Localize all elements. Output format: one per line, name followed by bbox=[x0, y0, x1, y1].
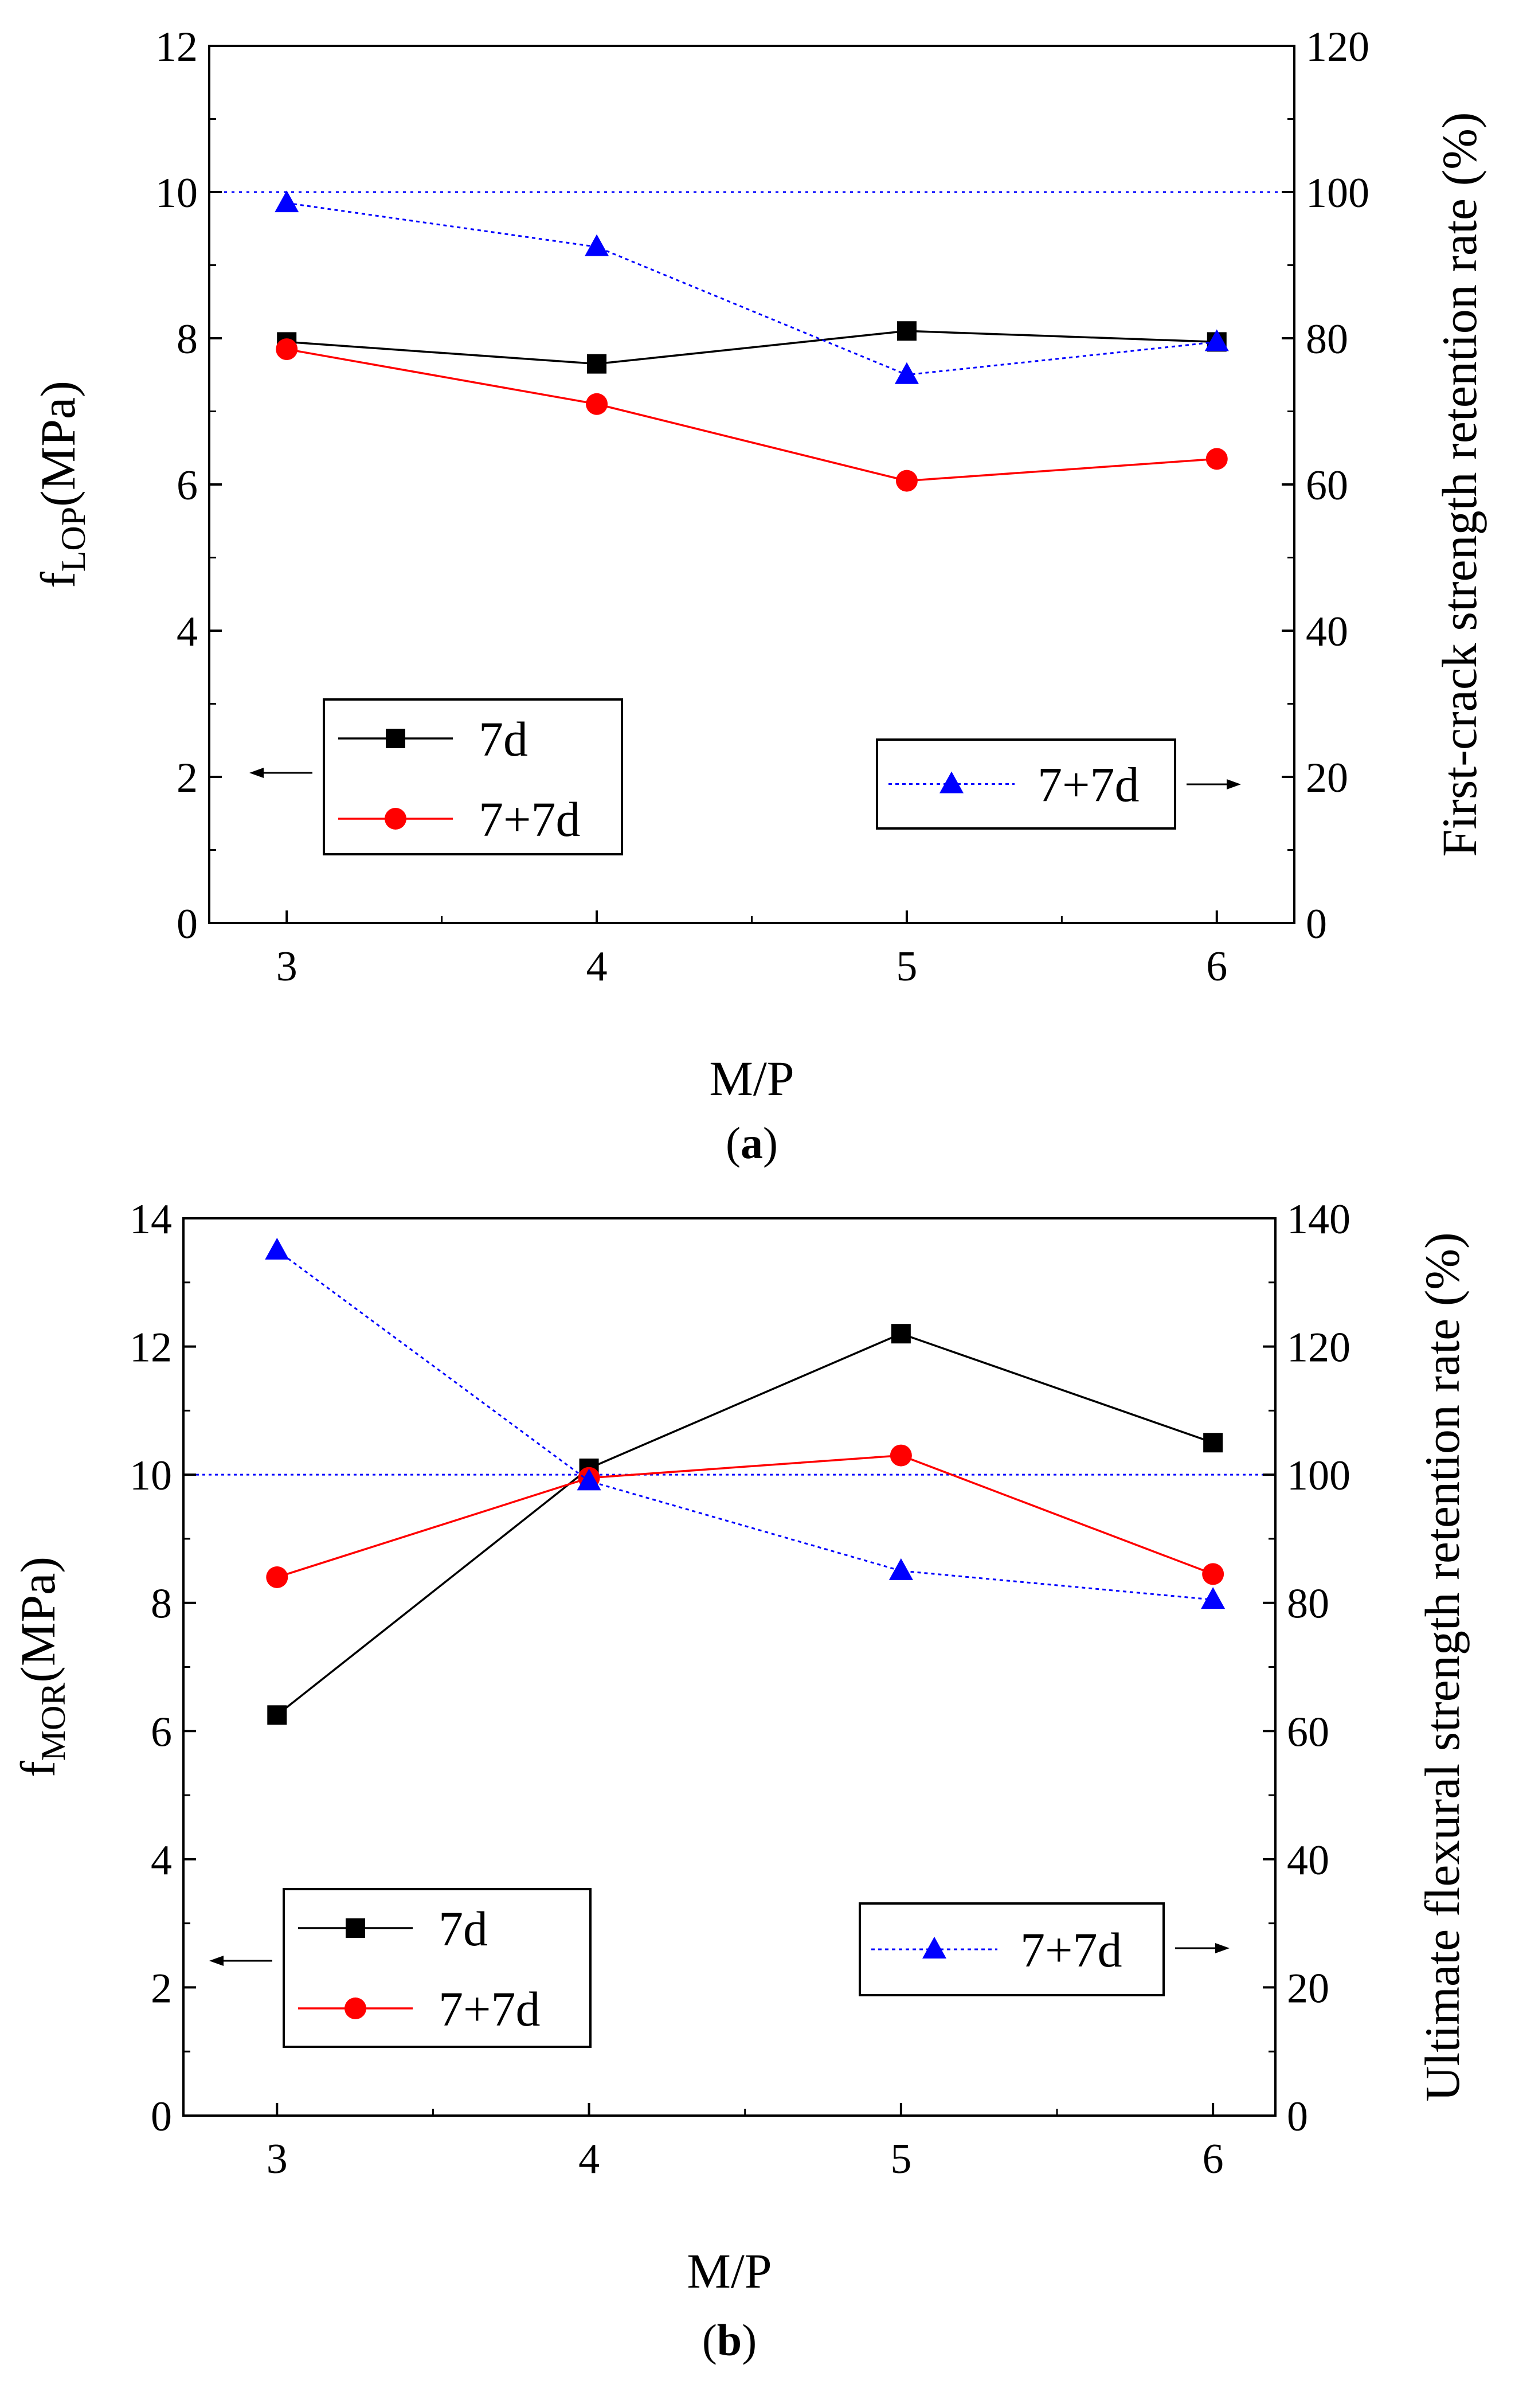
legend-label: 7d bbox=[439, 1901, 488, 1956]
x-tick-label: 3 bbox=[276, 943, 297, 990]
y-left-tick-label: 4 bbox=[151, 1837, 172, 1884]
y-right-tick-label: 80 bbox=[1287, 1581, 1329, 1628]
y-left-tick-label: 10 bbox=[130, 1452, 172, 1499]
legend-marker bbox=[939, 771, 964, 793]
y-left-tick-label: 2 bbox=[177, 755, 198, 802]
data-point-1-1 bbox=[586, 393, 608, 415]
legend-right-box bbox=[859, 1902, 1165, 1996]
y-left-tick-label: 4 bbox=[177, 608, 198, 655]
data-point-1-2 bbox=[890, 1444, 912, 1467]
legend-marker bbox=[386, 729, 405, 748]
y-left-tick-label: 10 bbox=[155, 170, 198, 217]
legend-left-box bbox=[283, 1888, 592, 2048]
y-right-tick-label: 100 bbox=[1287, 1452, 1350, 1499]
y-right-tick-label: 100 bbox=[1306, 170, 1369, 217]
y-left-tick-label: 2 bbox=[151, 1965, 172, 2012]
legend-left-box bbox=[323, 698, 623, 855]
y-left-tick-label: 12 bbox=[130, 1324, 172, 1371]
y-left-tick-label: 0 bbox=[151, 2093, 172, 2140]
data-point-0-2 bbox=[891, 1324, 911, 1344]
legend-label: 7d bbox=[479, 712, 528, 767]
y-left-tick-label: 6 bbox=[151, 1709, 172, 1756]
data-point-2-3 bbox=[1201, 1587, 1226, 1609]
panel-caption: (a) bbox=[726, 1118, 778, 1168]
data-point-1-3 bbox=[1205, 448, 1228, 470]
y-left-axis-label: fLOP(MPa) bbox=[30, 381, 92, 588]
data-point-2-2 bbox=[894, 362, 919, 384]
data-point-1-3 bbox=[1202, 1563, 1224, 1585]
data-point-0-0 bbox=[267, 1705, 287, 1725]
y-right-tick-label: 60 bbox=[1306, 462, 1348, 509]
y-right-tick-label: 40 bbox=[1306, 608, 1348, 655]
legend-right-box bbox=[876, 738, 1176, 830]
x-axis-label: M/P bbox=[687, 2243, 772, 2298]
legend-label: 7+7d bbox=[479, 792, 581, 847]
data-point-0-3 bbox=[1203, 1433, 1223, 1453]
series-line-2 bbox=[276, 1249, 1213, 1601]
y-right-tick-label: 140 bbox=[1287, 1196, 1350, 1243]
legend-marker bbox=[385, 808, 406, 830]
data-point-2-1 bbox=[585, 234, 609, 256]
y-left-tick-label: 0 bbox=[177, 901, 198, 948]
x-tick-label: 4 bbox=[578, 2136, 600, 2183]
x-tick-label: 4 bbox=[586, 943, 608, 990]
chart-panel-a: 3 4 5 60246810120204060801001207d7+7d7+7dM/… bbox=[30, 24, 1487, 1168]
y-right-tick-label: 120 bbox=[1287, 1324, 1350, 1371]
series-line-0 bbox=[287, 330, 1217, 365]
series-line-1 bbox=[276, 1454, 1213, 1578]
x-tick-label: 3 bbox=[267, 2136, 288, 2183]
x-tick-label: 5 bbox=[890, 2136, 911, 2183]
data-point-2-2 bbox=[888, 1558, 913, 1580]
legend-marker bbox=[345, 1997, 366, 2019]
series-line-1 bbox=[286, 348, 1217, 482]
panel-caption: (b) bbox=[702, 2315, 757, 2365]
legend-marker bbox=[922, 1937, 946, 1959]
y-right-tick-label: 60 bbox=[1287, 1709, 1329, 1756]
y-right-axis-label: Ultimate flexural strength retention rat… bbox=[1415, 1232, 1470, 2101]
y-right-tick-label: 0 bbox=[1287, 2093, 1308, 2140]
series-line-2 bbox=[287, 202, 1217, 376]
legend-label: 7+7d bbox=[439, 1981, 541, 2036]
legend-left-arrow-head bbox=[209, 1956, 224, 1966]
y-right-axis-label: First-crack strength retention rate (%) bbox=[1432, 112, 1487, 857]
x-tick-label: 6 bbox=[1206, 943, 1227, 990]
y-left-tick-label: 14 bbox=[130, 1196, 172, 1243]
data-point-2-3 bbox=[1204, 329, 1229, 351]
legend-label: 7+7d bbox=[1020, 1922, 1122, 1977]
x-tick-label: 6 bbox=[1203, 2136, 1224, 2183]
legend-right-arrow-head bbox=[1215, 1943, 1230, 1953]
y-right-tick-label: 0 bbox=[1306, 901, 1327, 948]
series-line-0 bbox=[276, 1332, 1213, 1716]
y-right-tick-label: 20 bbox=[1287, 1965, 1329, 2012]
data-point-2-0 bbox=[275, 190, 299, 213]
y-right-tick-label: 80 bbox=[1306, 316, 1348, 363]
data-point-2-0 bbox=[265, 1237, 289, 1260]
data-point-2-1 bbox=[577, 1468, 601, 1491]
legend-left-arrow-head bbox=[249, 768, 264, 778]
legend-marker bbox=[346, 1918, 365, 1938]
y-right-tick-label: 20 bbox=[1306, 755, 1348, 802]
data-point-1-2 bbox=[895, 470, 918, 492]
y-left-tick-label: 8 bbox=[151, 1581, 172, 1628]
y-left-axis-label: fMOR(MPa) bbox=[10, 1557, 72, 1777]
y-left-tick-label: 8 bbox=[177, 316, 198, 363]
chart-panel-b: 3 4 5 6024681012140204060801001201407d7+7d7… bbox=[10, 1196, 1470, 2365]
data-point-1-0 bbox=[276, 338, 298, 361]
y-left-tick-label: 12 bbox=[155, 24, 198, 71]
legend-right-arrow-head bbox=[1227, 779, 1241, 789]
x-axis-label: M/P bbox=[709, 1051, 794, 1106]
y-right-tick-label: 40 bbox=[1287, 1837, 1329, 1884]
y-left-tick-label: 6 bbox=[177, 462, 198, 509]
data-point-1-0 bbox=[266, 1566, 288, 1588]
y-right-tick-label: 120 bbox=[1306, 24, 1369, 71]
data-point-0-1 bbox=[587, 354, 607, 374]
data-point-0-2 bbox=[897, 321, 917, 341]
x-tick-label: 5 bbox=[896, 943, 917, 990]
legend-label: 7+7d bbox=[1038, 757, 1140, 812]
